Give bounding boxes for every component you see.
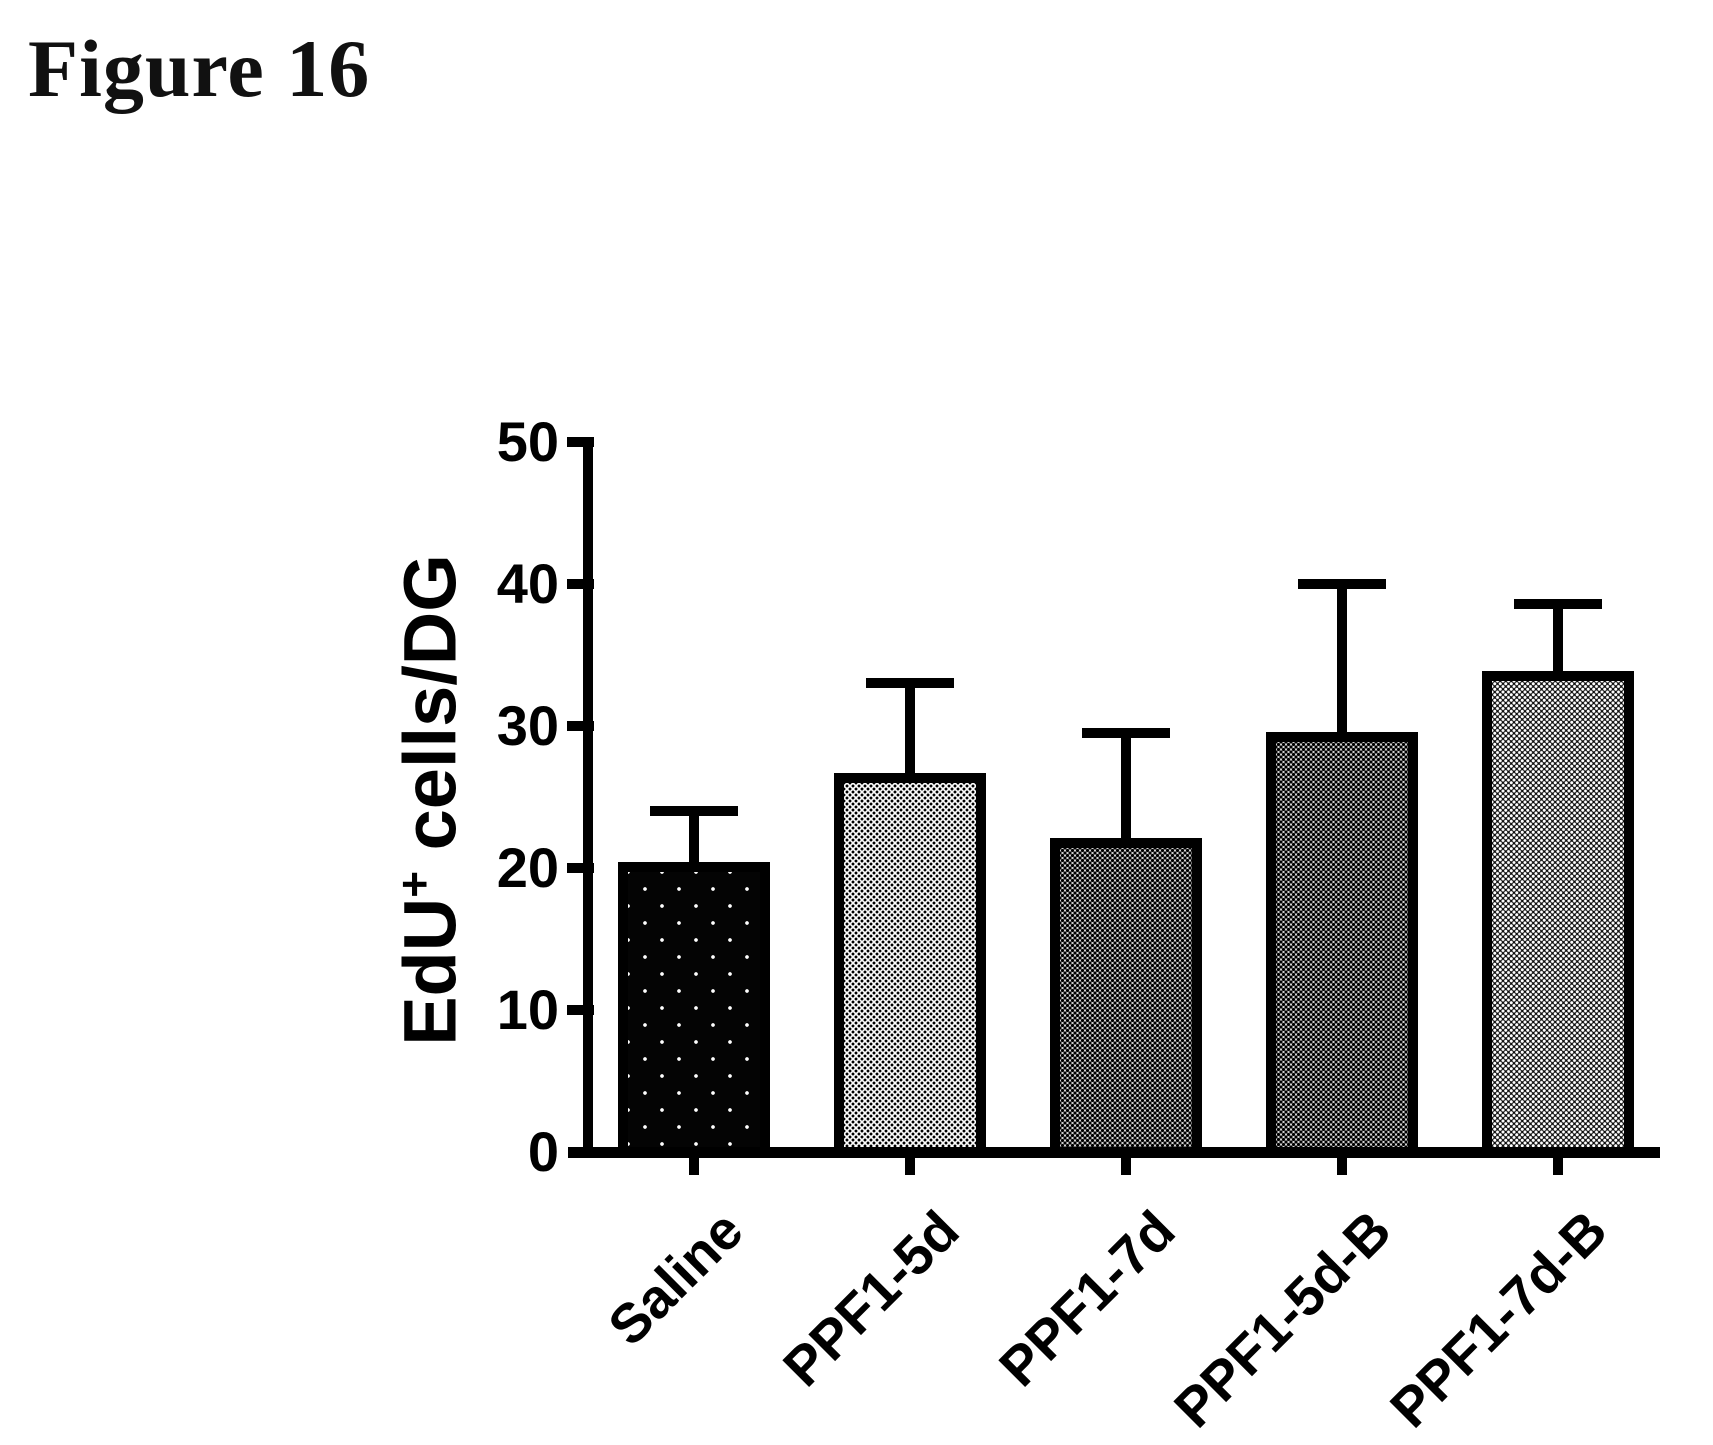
bar-ppf1-7d-b: [1482, 670, 1634, 1157]
y-tick: [567, 437, 594, 447]
y-tick-label: 20: [496, 836, 559, 899]
y-tick-label: 30: [496, 694, 559, 757]
y-axis-line: [583, 437, 593, 1158]
y-tick: [567, 579, 594, 589]
figure-title: Figure 16: [28, 23, 371, 114]
bar-ppf1-7d: [1050, 838, 1202, 1157]
error-bar: [689, 811, 699, 863]
y-tick: [567, 721, 594, 731]
error-bar-cap: [866, 678, 954, 689]
error-bar-cap: [650, 806, 738, 817]
x-tick: [905, 1158, 915, 1175]
y-tick: [567, 1005, 594, 1015]
bar-saline: [618, 862, 770, 1157]
x-tick: [1337, 1158, 1347, 1175]
error-bar: [1553, 603, 1563, 671]
y-tick: [567, 863, 594, 873]
error-bar: [1337, 584, 1347, 732]
error-bar: [905, 683, 915, 773]
x-axis-label: PPF1-7d: [987, 1198, 1187, 1399]
bar-ppf1-5d: [834, 772, 986, 1157]
x-tick: [1553, 1158, 1563, 1175]
y-axis-title: EdU+ cells/DG: [388, 554, 473, 1046]
x-axis-label: PPF1-7d-B: [1378, 1198, 1619, 1440]
x-axis-label: PPF1-5d: [771, 1198, 971, 1399]
x-axis-label: Saline: [596, 1198, 755, 1358]
x-tick: [689, 1158, 699, 1175]
bar-ppf1-5d-b: [1266, 731, 1418, 1157]
error-bar: [1121, 733, 1131, 839]
y-axis-title-sup: +: [387, 870, 440, 898]
x-tick: [1121, 1158, 1131, 1175]
error-bar-cap: [1298, 579, 1386, 589]
y-tick-label: 50: [496, 410, 559, 473]
y-tick-label: 40: [496, 552, 559, 615]
error-bar-cap: [1514, 598, 1602, 609]
y-tick-label: 0: [527, 1120, 559, 1183]
y-tick-label: 10: [496, 978, 559, 1041]
x-axis-label: PPF1-5d-B: [1162, 1198, 1403, 1440]
error-bar-cap: [1082, 728, 1170, 739]
